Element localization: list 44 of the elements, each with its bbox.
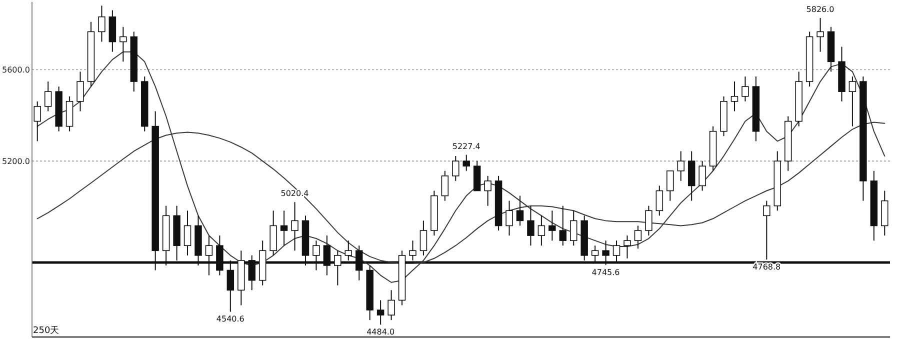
candlestick — [516, 195, 524, 226]
candlestick — [570, 210, 578, 246]
candlestick — [98, 5, 106, 42]
candlestick — [184, 210, 192, 256]
candlestick — [484, 175, 492, 206]
candlestick — [559, 205, 567, 246]
y-tick-label: 5200.0 — [2, 157, 30, 166]
candlestick — [376, 300, 384, 326]
candlestick — [656, 185, 664, 216]
candlestick — [848, 76, 856, 127]
candlestick — [388, 290, 395, 321]
candlestick — [624, 235, 631, 259]
candlestick — [120, 26, 127, 62]
candlestick — [677, 150, 684, 182]
candlestick — [763, 200, 770, 260]
candlestick — [730, 81, 738, 112]
candlestick — [44, 81, 52, 112]
candlestick — [538, 215, 546, 246]
annotation: 250天 — [33, 325, 60, 336]
candlestick — [452, 156, 460, 182]
candlestick — [506, 200, 513, 236]
annotation: 4768.8 — [752, 262, 781, 272]
candlestick — [548, 210, 556, 242]
candlestick — [634, 225, 642, 250]
candlestick — [666, 170, 674, 202]
candlestick — [527, 205, 534, 246]
candlestick — [698, 160, 706, 192]
candlestick — [645, 205, 652, 236]
candlestick — [816, 17, 824, 52]
candlestick — [76, 71, 84, 112]
candlestick — [742, 76, 749, 102]
candlestick — [441, 170, 449, 202]
annotation: 5826.0 — [806, 4, 834, 14]
candlestick — [420, 220, 428, 256]
candlestick — [291, 202, 298, 252]
annotation: 4745.6 — [592, 268, 620, 277]
y-tick-label: 5600.0 — [2, 66, 30, 75]
annotation: 5227.4 — [452, 142, 480, 151]
line-series — [36, 51, 886, 283]
candlestick — [462, 154, 470, 172]
annotation: 4484.0 — [366, 328, 395, 337]
candlestick — [280, 210, 288, 246]
annotation: 4540.6 — [216, 314, 244, 324]
candlestick — [34, 100, 41, 142]
